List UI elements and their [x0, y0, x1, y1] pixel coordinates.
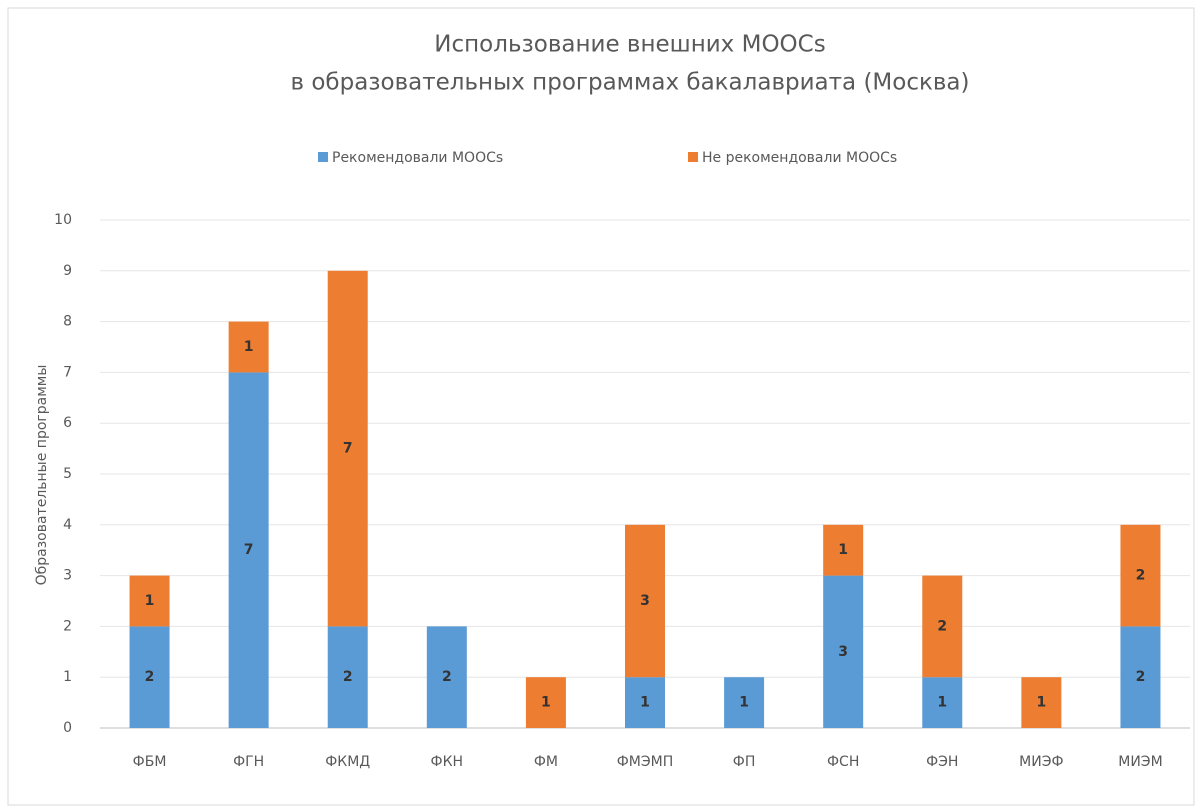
data-label: 2: [442, 669, 452, 685]
data-label: 2: [1136, 669, 1146, 685]
legend-label: Не рекомендовали MOOCs: [702, 150, 897, 166]
data-label: 7: [343, 441, 353, 457]
bar-segment: [327, 626, 368, 728]
y-tick-label: 10: [54, 212, 72, 228]
bar-segment: [823, 524, 864, 576]
bar-segment: [1120, 524, 1161, 627]
bar-segment: [922, 677, 963, 728]
x-tick-label: МИЭМ: [1118, 754, 1162, 770]
data-label: 2: [343, 669, 353, 685]
data-label: 2: [1136, 568, 1146, 584]
data-label: 7: [244, 542, 254, 558]
y-tick-label: 4: [63, 517, 72, 533]
x-tick-label: ФЭН: [926, 754, 958, 770]
x-tick-label: ФСН: [827, 754, 859, 770]
bar-segment: [129, 626, 170, 728]
y-tick-label: 3: [63, 568, 72, 584]
data-label: 1: [937, 695, 947, 711]
data-label: 3: [838, 644, 848, 660]
x-tick-label: ФБМ: [133, 754, 167, 770]
y-tick-label: 7: [63, 364, 72, 380]
bar-segment: [922, 575, 963, 678]
bar-segment: [228, 321, 269, 373]
data-label: 1: [244, 339, 254, 355]
bar-segment: [525, 677, 566, 728]
data-label: 1: [1036, 695, 1046, 711]
y-tick-label: 5: [63, 466, 72, 482]
bar-segment: [426, 626, 467, 728]
legend-swatch: [318, 152, 328, 162]
data-label: 1: [541, 695, 551, 711]
x-tick-label: ФМЭМП: [617, 754, 674, 770]
y-tick-label: 8: [63, 314, 72, 330]
x-tick-label: ФГН: [233, 754, 264, 770]
data-label: 2: [937, 618, 947, 634]
data-label: 3: [640, 593, 650, 609]
x-tick-label: ФКН: [431, 754, 464, 770]
data-label: 1: [739, 695, 749, 711]
bar-segment: [823, 575, 864, 728]
x-tick-label: ФМ: [534, 754, 558, 770]
bar-segment: [1120, 626, 1161, 728]
legend-label: Рекомендовали MOOCs: [332, 150, 503, 166]
bar-segment: [625, 677, 665, 728]
chart-title: Использование внешних MOOCs: [434, 32, 825, 58]
bar-segment: [1021, 677, 1062, 728]
bar-segment: [129, 575, 170, 627]
y-tick-label: 1: [63, 669, 72, 685]
y-tick-label: 2: [63, 618, 72, 634]
x-tick-label: ФП: [733, 754, 756, 770]
bar-segment: [327, 270, 368, 627]
y-tick-label: 9: [63, 263, 72, 279]
bar-segment: [625, 524, 665, 678]
y-axis-label: Образовательные программы: [34, 365, 50, 586]
bar-segment: [228, 372, 269, 728]
y-tick-label: 0: [63, 720, 72, 736]
x-tick-label: ФКМД: [325, 754, 370, 770]
data-label: 1: [838, 542, 848, 558]
x-tick-label: МИЭФ: [1019, 754, 1063, 770]
chart-frame: [7, 7, 1195, 806]
chart-title: в образовательных программах бакалавриат…: [290, 70, 969, 96]
data-label: 1: [145, 593, 155, 609]
legend-swatch: [688, 152, 698, 162]
data-label: 2: [145, 669, 155, 685]
data-label: 1: [640, 695, 650, 711]
y-tick-label: 6: [63, 415, 72, 431]
bar-segment: [724, 677, 765, 728]
